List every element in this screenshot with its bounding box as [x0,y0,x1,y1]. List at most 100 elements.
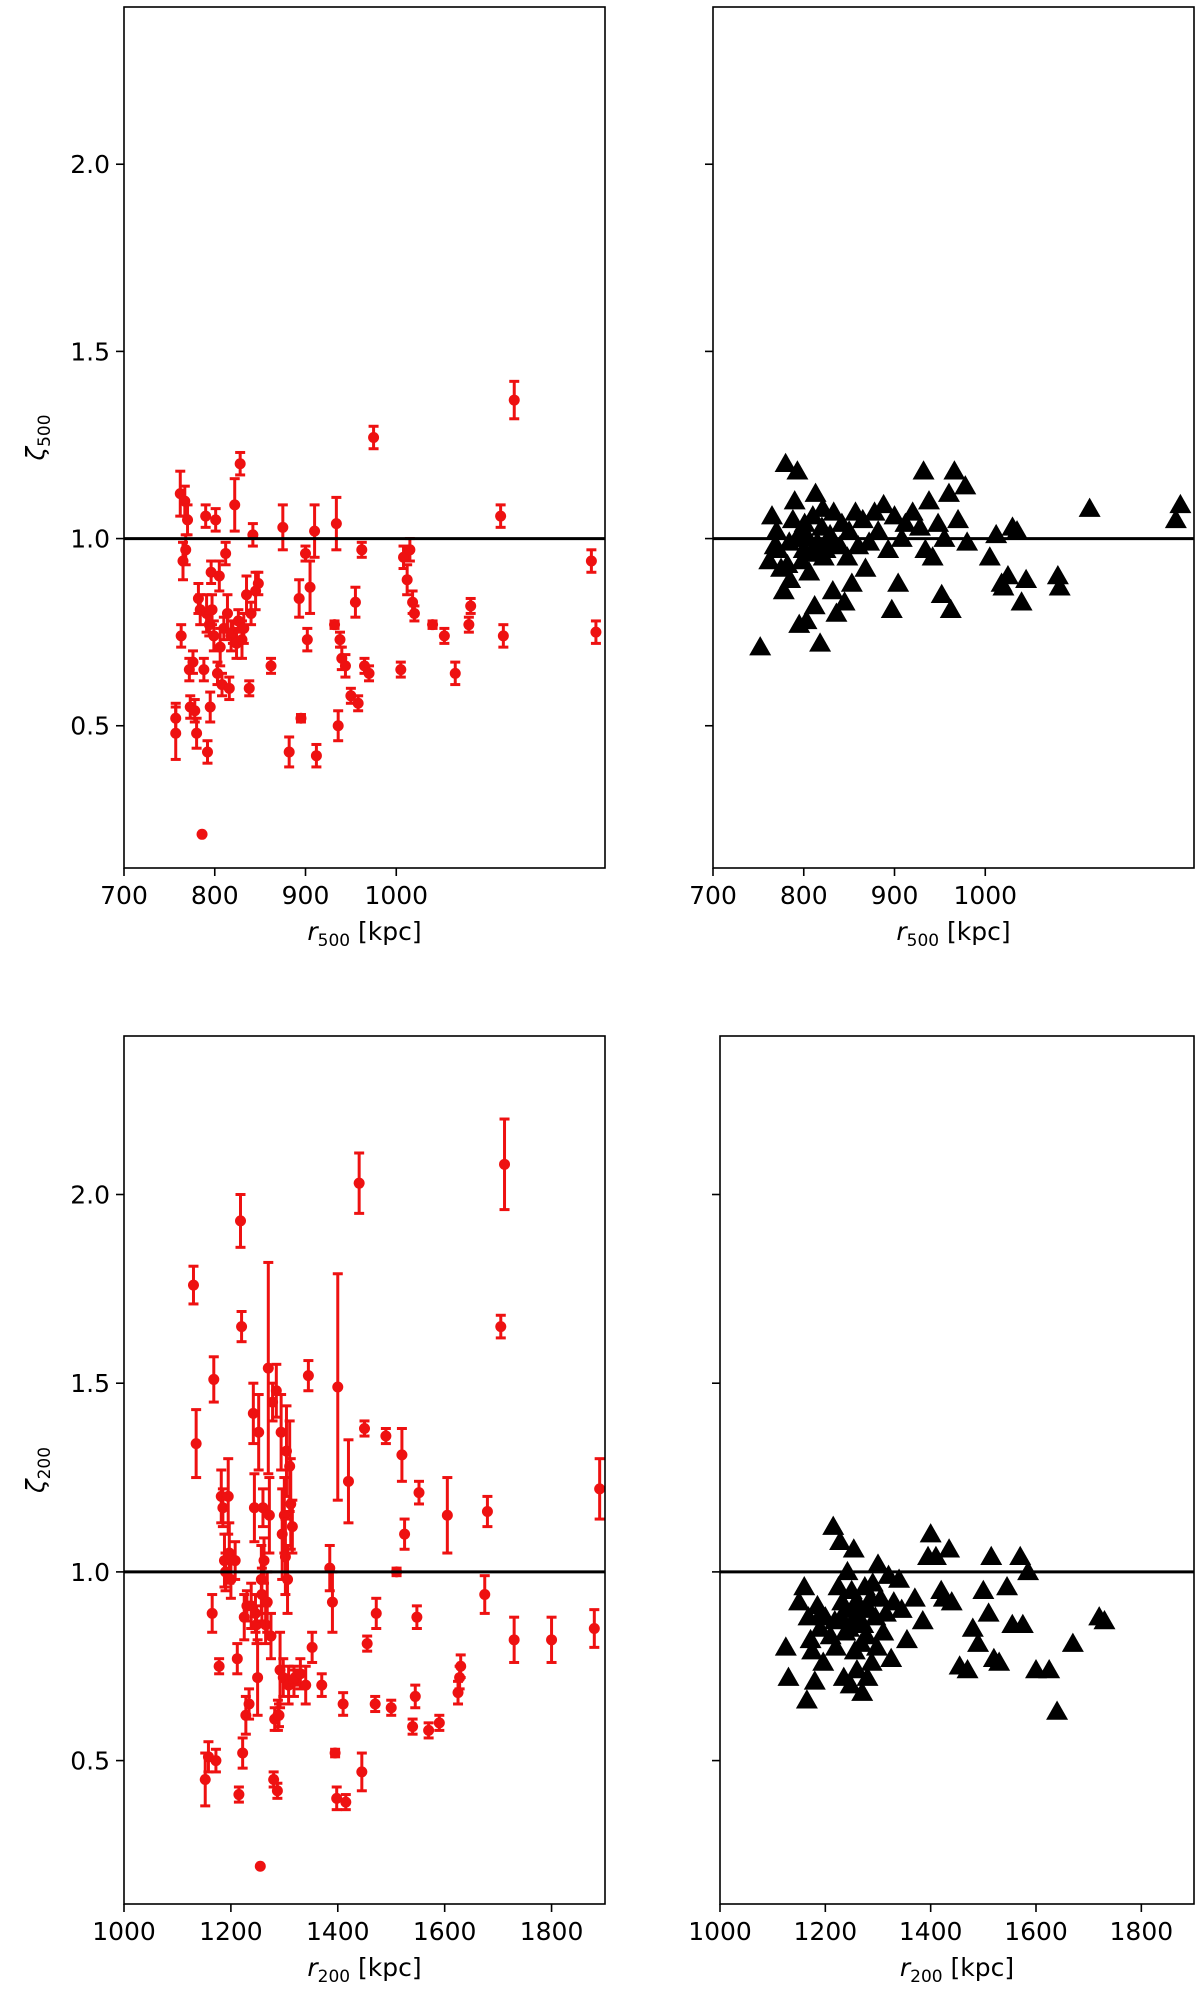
data-point [340,1796,352,1808]
data-point [895,1628,918,1649]
data-point [409,1690,421,1702]
data-point [170,727,182,739]
data-point [196,828,208,840]
data-point [433,1717,445,1729]
x-tick-label: 1000 [92,1917,156,1946]
data-point [546,1634,558,1646]
y-axis-label-symbol: ζ [21,1478,50,1494]
x-axis-label-subscript: 500 [318,931,350,951]
data-points [170,379,602,840]
data-point [361,1638,373,1650]
data-point [441,1509,453,1521]
data-point [869,1587,892,1607]
data-point [1006,520,1029,540]
y-axis-label: ζ200 [21,1447,55,1494]
data-point [872,493,895,514]
x-tick-label: 700 [689,881,737,910]
data-point [334,634,346,646]
data-point [590,626,602,638]
data-point [363,667,375,679]
data-point [967,1632,990,1652]
y-axis-label-subscript: 200 [35,1447,55,1479]
data-point [187,656,199,668]
data-point [774,1636,797,1656]
data-point [954,475,977,495]
data-point [996,1575,1019,1596]
data-point [880,598,903,618]
data-point [978,546,1001,566]
data-point [404,544,416,556]
data-point [1078,497,1101,517]
data-point [786,460,809,480]
data-point [1061,1632,1084,1652]
data-point [273,1709,285,1721]
data-point [1046,565,1069,585]
data-point [865,1636,888,1656]
data-point [996,565,1019,585]
data-point [927,512,950,532]
data-point [282,1573,294,1585]
data-point [339,660,351,672]
data-point [833,591,856,611]
data-point [368,432,380,443]
x-axis-label: r200 [kpc] [900,1953,1014,1987]
data-point [217,1502,229,1514]
data-point [956,1659,979,1679]
data-point [455,1660,467,1672]
data-point [189,705,201,717]
x-axis-label-subscript: 200 [318,1967,350,1987]
data-point [801,1640,824,1660]
data-point [401,574,413,586]
data-point [822,1515,845,1535]
data-point [829,1530,852,1550]
x-axis-label: r500 [kpc] [307,917,421,951]
data-point [413,1487,425,1499]
data-point [809,1617,832,1637]
data-point [939,598,962,618]
data-point [286,1521,298,1533]
data-point [772,579,795,600]
plot-frame [123,6,606,869]
data-point [331,1792,343,1804]
data-point [852,1613,875,1633]
data-point [1046,1700,1069,1720]
data-point [263,1509,275,1521]
y-tick-label: 1.0 [70,1558,110,1587]
data-point [271,1785,283,1797]
data-point [247,1407,259,1419]
data-point [449,667,461,679]
data-point [855,1625,878,1645]
x-axis-label: r500 [kpc] [896,917,1010,951]
x-tick-label: 700 [100,881,148,910]
data-point [585,555,597,567]
data-point [992,576,1015,596]
data-point [908,516,931,536]
data-points [749,452,1192,656]
data-point [767,538,790,559]
data-point [1093,1609,1116,1630]
data-point [220,548,232,560]
x-tick-label: 1200 [199,1917,263,1946]
data-point [427,619,439,631]
data-point [777,1666,800,1686]
x-axis-label-subscript: 500 [907,931,939,951]
data-point [861,1572,884,1592]
data-point [407,1721,419,1733]
y-tick-label: 1.0 [70,525,110,554]
data-point [356,544,368,556]
data-point [423,1724,435,1736]
data-point [1048,576,1071,596]
data-point [860,1651,883,1671]
data-point [858,531,881,551]
data-point [206,1607,218,1619]
data-point [175,630,187,642]
data-point [798,561,821,581]
data-point [943,460,966,480]
data-point [930,583,953,603]
data-point [330,518,342,530]
data-point [481,1506,493,1518]
data-point [283,746,295,758]
data-point [370,1607,382,1619]
data-point [252,577,264,589]
